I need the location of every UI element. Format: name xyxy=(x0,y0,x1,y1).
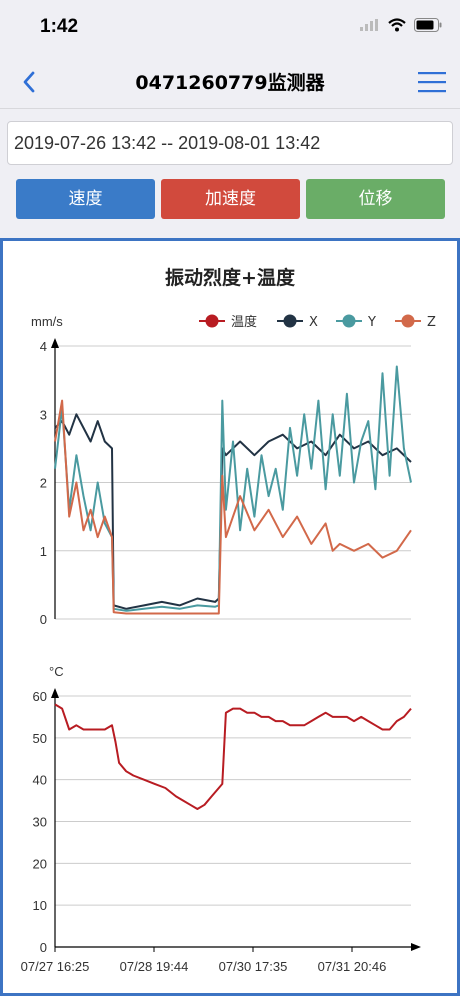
series-line-z xyxy=(54,399,412,615)
legend-label-1: X xyxy=(309,315,318,330)
status-bar: 1:42 xyxy=(0,0,460,56)
nav-bar: 0471260779监测器 xyxy=(0,56,460,109)
page-title: 0471260779监测器 xyxy=(135,72,325,94)
x-tick-label: 07/28 19:44 xyxy=(120,959,189,974)
y-axis-arrow xyxy=(51,688,59,698)
legend-marker-3 xyxy=(401,314,415,328)
y-tick-label: 0 xyxy=(40,612,47,627)
y-axis-label-0: mm/s xyxy=(31,314,63,329)
series-line-y xyxy=(54,365,412,612)
legend-label-0: 温度 xyxy=(231,314,257,330)
y-axis-label-1: °C xyxy=(49,664,64,679)
y-tick-label: 10 xyxy=(33,898,47,913)
legend-marker-0 xyxy=(205,314,219,328)
y-tick-label: 3 xyxy=(40,407,47,422)
hamburger-menu-icon[interactable] xyxy=(418,70,446,94)
legend-label-3: Z xyxy=(427,315,436,330)
legend-label-2: Y xyxy=(367,315,376,330)
y-tick-label: 20 xyxy=(33,856,47,871)
y-tick-label: 2 xyxy=(40,476,47,491)
displacement-button[interactable]: 位移 xyxy=(306,179,445,219)
y-tick-label: 50 xyxy=(33,731,47,746)
battery-icon xyxy=(414,18,442,32)
chart-title: 振动烈度+温度 xyxy=(165,266,296,289)
legend-marker-2 xyxy=(342,314,356,328)
legend-marker-1 xyxy=(283,314,297,328)
x-tick-label: 07/31 20:46 xyxy=(318,959,387,974)
wifi-icon xyxy=(388,18,406,32)
series-line-x xyxy=(54,413,412,610)
status-time: 1:42 xyxy=(40,16,79,37)
status-icons xyxy=(360,18,442,32)
series-line-温度 xyxy=(54,703,412,810)
x-axis-arrow xyxy=(411,943,421,951)
x-tick-label: 07/30 17:35 xyxy=(219,959,288,974)
signal-icon xyxy=(360,19,378,31)
acceleration-button[interactable]: 加速度 xyxy=(161,179,300,219)
x-tick-label: 07/27 16:25 xyxy=(21,959,90,974)
chevron-left-icon[interactable] xyxy=(18,68,42,96)
y-tick-label: 4 xyxy=(40,339,47,354)
y-tick-label: 30 xyxy=(33,815,47,830)
y-tick-label: 40 xyxy=(33,773,47,788)
velocity-button[interactable]: 速度 xyxy=(16,179,155,219)
y-tick-label: 0 xyxy=(40,940,47,955)
y-tick-label: 60 xyxy=(33,689,47,704)
date-range-input[interactable]: 2019-07-26 13:42 -- 2019-08-01 13:42 xyxy=(7,121,453,165)
y-tick-label: 1 xyxy=(40,544,47,559)
y-axis-arrow xyxy=(51,338,59,348)
